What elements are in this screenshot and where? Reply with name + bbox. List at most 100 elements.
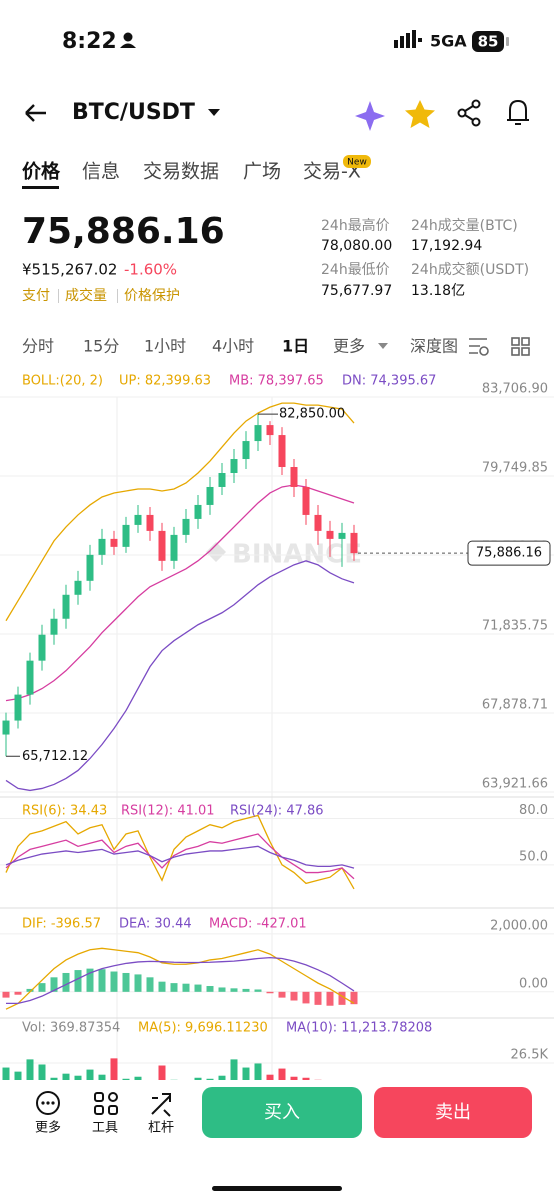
macd-bar [338, 991, 346, 1005]
more-icon[interactable] [36, 1091, 60, 1115]
volume-bar [26, 1059, 34, 1090]
y-tick-label: 79,749.85 [482, 461, 548, 476]
stat-label: 24h成交额(USDT) [411, 261, 529, 278]
back-button[interactable] [25, 104, 46, 122]
macd-bar [290, 991, 298, 1001]
toolbar: 更多 工具 杠杆 买入 卖出 [0, 1080, 554, 1200]
macd-bar [266, 991, 274, 994]
price-change: -1.60% [124, 261, 177, 279]
stat-label: 24h最高价 [321, 217, 390, 234]
pair-title[interactable]: BTC/USDT [72, 100, 195, 125]
macd-bar [2, 991, 10, 998]
buy-label[interactable]: 买入 [264, 1102, 300, 1123]
candle-body [194, 504, 202, 519]
macd-bar [122, 972, 130, 992]
battery-level: 85 [478, 33, 499, 51]
toolbar-label[interactable]: 更多 [35, 1120, 61, 1136]
interval[interactable]: 1日 [282, 337, 309, 356]
y-tick-label: 71,835.75 [482, 619, 548, 634]
tools-icon[interactable] [94, 1092, 118, 1115]
link[interactable]: 成交量 [65, 287, 107, 304]
legend-entry: UP: 82,399.63 [119, 374, 211, 389]
candle-body [74, 580, 82, 595]
volume-bar [158, 1065, 166, 1090]
sell-button[interactable] [374, 1087, 532, 1138]
interval[interactable]: 4小时 [212, 337, 254, 356]
person-icon [123, 32, 133, 42]
y-tick-label: 26.5K [511, 1047, 549, 1062]
candle-body [338, 532, 346, 539]
volume-label: Vol: 369.87354 [22, 1021, 120, 1036]
macd-bar [86, 968, 94, 992]
chart-panels: 83,706.9079,749.8575,792.8071,835.7567,8… [0, 374, 554, 1090]
volume-bar [110, 1058, 118, 1090]
indicator-line [5, 484, 355, 702]
candle-body [50, 618, 58, 635]
y-tick-label: 67,878.71 [482, 697, 548, 712]
pair-dropdown[interactable] [208, 109, 220, 116]
link[interactable]: 支付 [22, 288, 50, 304]
legend-entry: RSI(24): 47.86 [230, 804, 324, 819]
legend-entry: DEA: 30.44 [119, 917, 192, 932]
candle-body [110, 538, 118, 547]
indicator-settings-icon[interactable] [469, 338, 489, 356]
leverage-icon[interactable] [151, 1093, 171, 1117]
macd-bar [230, 988, 238, 992]
more-dots [41, 1101, 55, 1105]
last-price-box [467, 540, 551, 566]
ai-icon[interactable] [355, 101, 385, 131]
macd-bar [50, 977, 58, 992]
macd-bar [98, 969, 106, 992]
status-time: 8:22 [62, 29, 117, 54]
last-price: 75,886.16 [22, 211, 225, 252]
more-dropdown[interactable] [378, 343, 388, 349]
toolbar-label[interactable]: 杠杆 [148, 1120, 174, 1136]
indicator-line [5, 814, 355, 890]
legend-entry: MB: 78,397.65 [229, 374, 324, 389]
candle-body [98, 538, 106, 555]
badge-bg [343, 155, 371, 168]
low-label: 65,712.12 [22, 749, 88, 764]
indicator-line [5, 402, 355, 622]
tab[interactable]: 价格 [22, 160, 61, 183]
buy-button[interactable] [202, 1087, 362, 1138]
vertical-grid [116, 397, 273, 1080]
macd-bar [134, 974, 142, 992]
interval[interactable]: 更多 [333, 337, 365, 356]
interval[interactable]: 分时 [22, 337, 54, 356]
link[interactable]: 价格保护 [124, 288, 180, 304]
macd-bar [62, 972, 70, 992]
y-tick-label: 80.0 [519, 803, 548, 818]
candle-body [182, 518, 190, 535]
sell-label[interactable]: 卖出 [435, 1102, 471, 1123]
volume-bar [242, 1067, 250, 1090]
signal-icon [394, 30, 422, 48]
tab[interactable]: 信息 [82, 161, 120, 183]
legend-entry: MACD: -427.01 [209, 917, 307, 932]
divider [117, 289, 118, 303]
last-price-label: 75,886.16 [476, 546, 542, 561]
macd-bar [254, 989, 262, 992]
indicator-line [5, 845, 355, 869]
candle-body [62, 594, 70, 619]
macd-bar [206, 986, 214, 992]
alert-bell[interactable] [507, 99, 529, 125]
macd-bar [110, 971, 118, 992]
candle-body [242, 441, 250, 460]
interval[interactable]: 15分 [83, 337, 119, 356]
stat-value: 78,080.00 [321, 238, 392, 254]
tab[interactable]: 广场 [243, 161, 281, 183]
macd-bar [14, 991, 22, 995]
tab[interactable]: 交易数据 [143, 161, 219, 183]
interval[interactable]: 1小时 [144, 337, 186, 356]
price-links: 支付 成交量 价格保护 [22, 287, 180, 304]
volume-bar [230, 1059, 238, 1090]
share-icon[interactable] [457, 99, 481, 127]
interval[interactable]: 深度图 [410, 337, 458, 356]
indicator-line [5, 833, 355, 880]
stats: 24h最高价 78,080.00 24h成交量(BTC) 17,192.94 2… [321, 217, 529, 299]
favorite-star[interactable] [405, 100, 435, 128]
macd-bar [314, 991, 322, 1005]
layout-icon[interactable] [511, 337, 530, 356]
toolbar-label[interactable]: 工具 [92, 1121, 118, 1136]
